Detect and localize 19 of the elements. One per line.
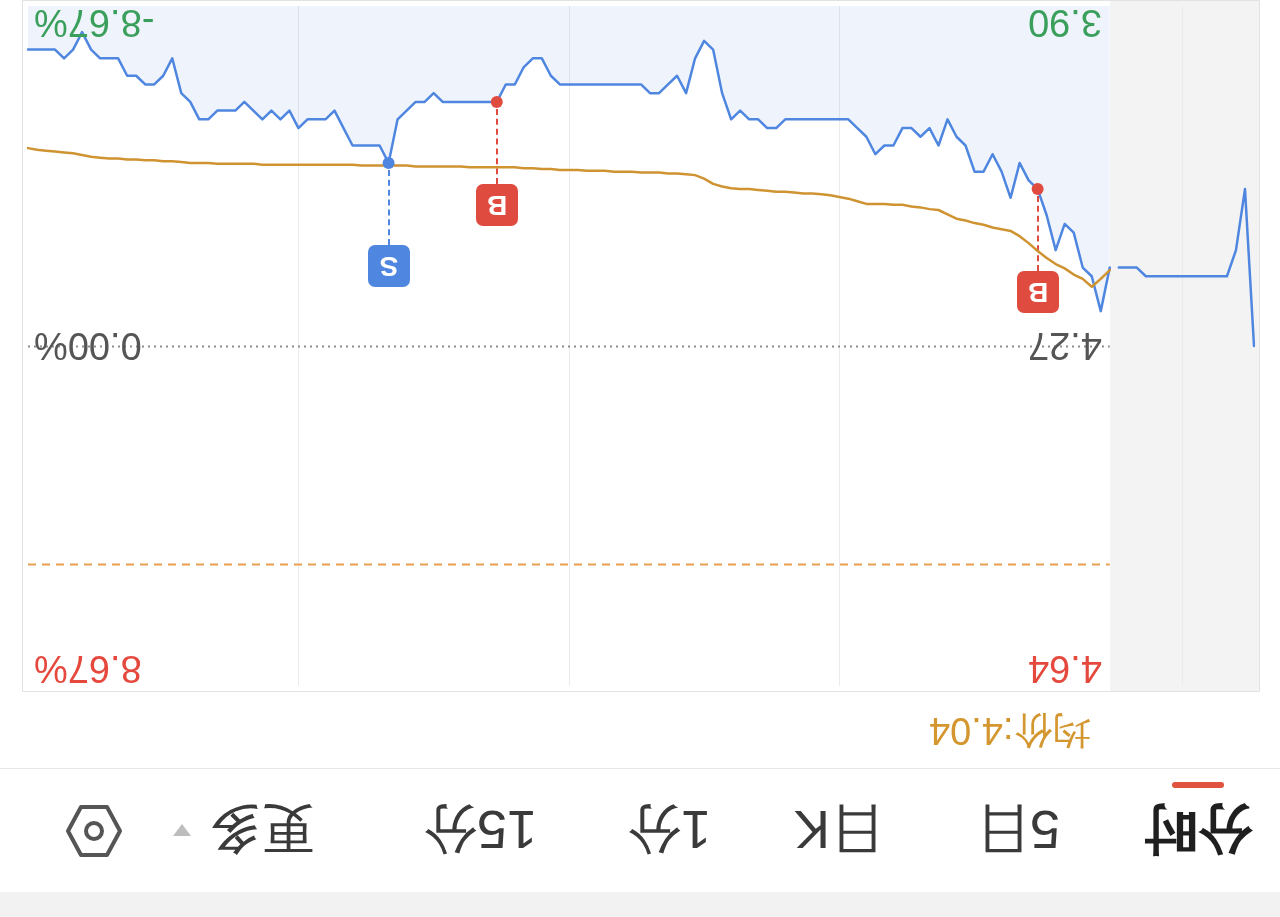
point (382, 156, 395, 169)
y-tick-label: 4.64 (1027, 647, 1102, 690)
text: 分时 (1144, 800, 1252, 860)
data-label: B (475, 183, 518, 226)
y2-tick-label: -8.67% (34, 2, 155, 45)
text: 更多 (207, 800, 315, 860)
y-tick-label: 4.27 (1027, 325, 1102, 367)
point (490, 95, 503, 108)
text: 5日 (976, 800, 1061, 860)
y2-tick-label: 0.00% (34, 325, 142, 367)
text: 15分 (423, 800, 538, 860)
y-tick-label: 3.90 (1027, 2, 1102, 45)
y2-tick-label: 8.67% (34, 647, 142, 690)
data-label: B (1016, 271, 1059, 314)
text: 均价:4.04 (929, 710, 1090, 752)
point (1031, 183, 1044, 196)
data-label: S (367, 244, 410, 287)
text: 日K (794, 800, 885, 860)
text: 1分 (627, 800, 712, 860)
